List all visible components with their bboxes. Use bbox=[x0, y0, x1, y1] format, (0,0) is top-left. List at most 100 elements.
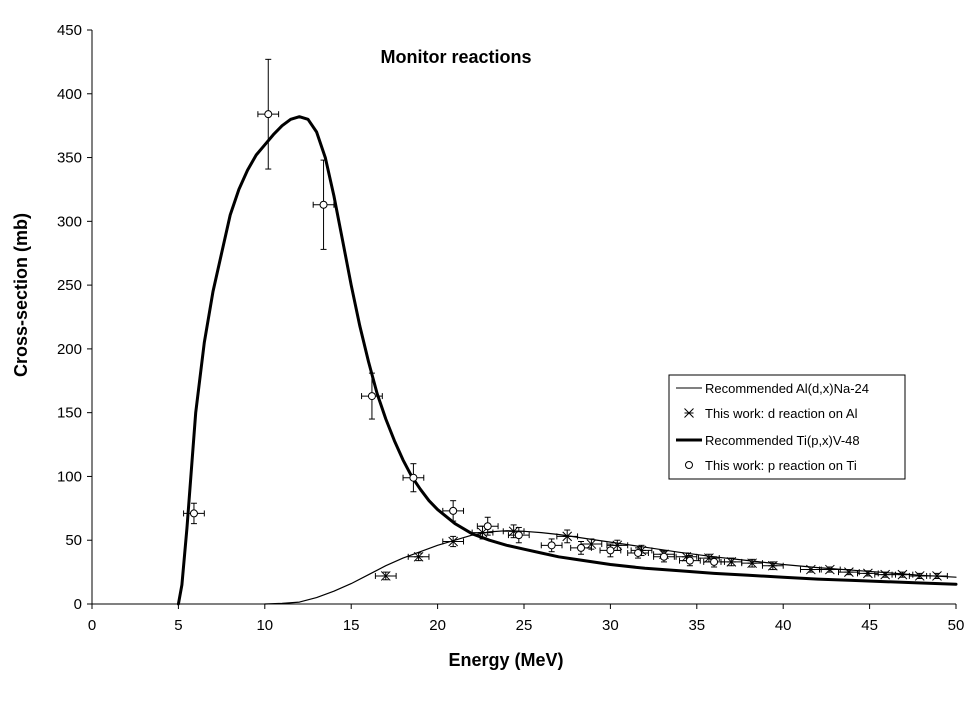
x-tick-label: 30 bbox=[602, 617, 619, 634]
data-point bbox=[908, 571, 931, 581]
y-tick-label: 50 bbox=[65, 532, 82, 549]
asterisk-marker bbox=[413, 551, 424, 562]
data-point bbox=[374, 571, 397, 581]
y-tick-label: 350 bbox=[57, 150, 82, 167]
x-tick-label: 35 bbox=[688, 617, 705, 634]
asterisk-marker bbox=[586, 539, 597, 549]
y-tick-label: 0 bbox=[74, 596, 82, 613]
chart-title: Monitor reactions bbox=[380, 47, 531, 67]
data-point bbox=[556, 529, 579, 544]
asterisk-marker bbox=[448, 536, 459, 547]
data-point bbox=[627, 547, 649, 559]
legend-label-ti-this-work: This work: p reaction on Ti bbox=[705, 458, 857, 473]
asterisk-marker bbox=[880, 569, 891, 580]
x-tick-label: 50 bbox=[948, 617, 965, 634]
circle-marker bbox=[449, 506, 458, 515]
series-2 bbox=[176, 115, 958, 606]
y-axis-ticks: 0 50 100 150 200 250 300 350 400 450 bbox=[57, 22, 92, 613]
asterisk-marker bbox=[914, 571, 925, 581]
y-tick-label: 400 bbox=[57, 86, 82, 103]
data-point bbox=[926, 571, 948, 581]
x-tick-label: 20 bbox=[429, 617, 446, 634]
data-point bbox=[703, 556, 725, 568]
x-tick-label: 40 bbox=[775, 617, 792, 634]
y-tick-label: 250 bbox=[57, 277, 82, 294]
plot-area bbox=[176, 58, 958, 606]
data-point bbox=[402, 463, 425, 493]
asterisk-marker bbox=[863, 568, 873, 579]
x-tick-label: 10 bbox=[256, 617, 273, 634]
ti-recommended-curve bbox=[176, 115, 958, 606]
y-tick-label: 200 bbox=[57, 341, 82, 358]
series-0 bbox=[264, 530, 957, 605]
asterisk-marker bbox=[380, 571, 391, 581]
x-tick-label: 25 bbox=[516, 617, 533, 634]
data-point bbox=[874, 569, 897, 580]
asterisk-marker bbox=[726, 557, 737, 567]
circle-marker bbox=[659, 552, 668, 561]
data-point bbox=[818, 564, 841, 575]
circle-marker bbox=[577, 543, 586, 552]
data-point bbox=[407, 551, 430, 562]
x-tick-label: 45 bbox=[861, 617, 878, 634]
circle-marker bbox=[547, 541, 556, 550]
y-tick-label: 450 bbox=[57, 22, 82, 39]
x-axis-ticks: 0 5 10 15 20 25 30 35 40 45 50 bbox=[88, 604, 965, 634]
data-point bbox=[442, 500, 465, 522]
y-tick-label: 100 bbox=[57, 468, 82, 485]
data-point bbox=[675, 551, 698, 562]
data-point bbox=[653, 551, 675, 563]
data-point bbox=[312, 159, 335, 250]
legend-label-ti-recommended: Recommended Ti(p,x)V-48 bbox=[705, 433, 860, 448]
circle-marker bbox=[606, 546, 615, 555]
x-tick-label: 15 bbox=[343, 617, 360, 634]
asterisk-marker bbox=[932, 571, 942, 581]
data-point bbox=[599, 543, 622, 558]
circle-marker bbox=[264, 110, 273, 119]
series-3 bbox=[183, 58, 725, 568]
x-tick-label: 0 bbox=[88, 617, 96, 634]
circle-marker bbox=[483, 522, 492, 531]
x-tick-label: 5 bbox=[174, 617, 182, 634]
circle-marker bbox=[634, 548, 643, 557]
circle-marker bbox=[409, 473, 418, 482]
asterisk-marker bbox=[805, 564, 816, 575]
y-tick-label: 300 bbox=[57, 213, 82, 230]
circle-marker bbox=[367, 392, 376, 401]
data-point bbox=[476, 516, 499, 536]
data-point bbox=[361, 372, 383, 420]
data-point bbox=[570, 540, 592, 555]
legend: Recommended Al(d,x)Na-24 This work: d re… bbox=[668, 374, 906, 480]
data-point bbox=[891, 569, 914, 580]
circle-marker bbox=[514, 531, 523, 540]
circle-marker bbox=[710, 557, 719, 566]
data-point bbox=[857, 568, 879, 579]
asterisk-marker bbox=[684, 408, 694, 418]
data-point bbox=[257, 58, 280, 170]
legend-box bbox=[668, 374, 906, 480]
x-axis-title: Energy (MeV) bbox=[448, 650, 563, 670]
data-point bbox=[761, 560, 784, 571]
data-point bbox=[837, 567, 860, 577]
data-point bbox=[442, 535, 465, 548]
asterisk-marker bbox=[897, 569, 908, 580]
y-axis-title: Cross-section (mb) bbox=[11, 213, 31, 377]
legend-label-al-this-work: This work: d reaction on Al bbox=[705, 406, 858, 421]
asterisk-marker bbox=[844, 567, 854, 577]
circle-marker bbox=[685, 556, 694, 565]
data-point bbox=[183, 502, 205, 525]
circle-marker bbox=[189, 509, 198, 518]
y-tick-label: 150 bbox=[57, 405, 82, 422]
circle-marker bbox=[319, 200, 328, 209]
series-1 bbox=[374, 524, 948, 581]
asterisk-marker bbox=[767, 560, 778, 571]
al-recommended-curve bbox=[264, 530, 957, 605]
asterisk-marker bbox=[825, 564, 835, 575]
asterisk-marker bbox=[562, 531, 573, 542]
data-point bbox=[540, 538, 563, 553]
legend-symbol-al-this-work bbox=[684, 408, 694, 418]
legend-symbol-ti-this-work bbox=[685, 461, 693, 469]
data-point bbox=[507, 526, 530, 544]
asterisk-marker bbox=[747, 558, 757, 569]
